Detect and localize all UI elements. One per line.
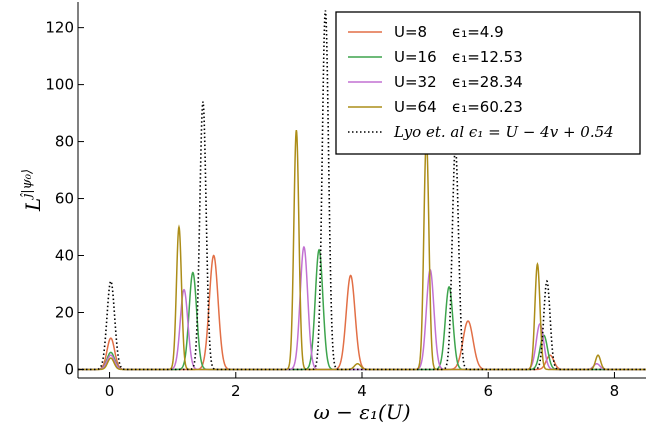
series-line-2	[78, 245, 646, 371]
x-axis-label: ω − ε₁(U)	[314, 400, 411, 424]
y-tick-label-40: 40	[55, 247, 74, 265]
x-tick-label-6: 6	[483, 382, 493, 400]
legend: U=8 ϵ₁=4.9 U=16 ϵ₁=12.53 U=32 ϵ₁=28.34 U=64 ϵ₁=…	[335, 11, 641, 155]
legend-label-3: U=64	[394, 98, 437, 116]
series-line-0	[78, 254, 646, 371]
x-tick-label-2: 2	[231, 382, 241, 400]
y-tick-label-0: 0	[64, 360, 74, 378]
legend-epsilon-0: ϵ₁=4.9	[452, 23, 504, 41]
plot-lines	[78, 10, 646, 371]
legend-label-0: U=8	[394, 23, 427, 41]
x-tick-label-4: 4	[357, 382, 367, 400]
legend-label-1: U=16	[394, 48, 437, 66]
y-tick-label-60: 60	[55, 190, 74, 208]
series-line-4	[78, 10, 646, 371]
series-line-3	[78, 130, 646, 371]
y-axis-label: Lĵ|ψ₀⟩	[20, 169, 45, 212]
legend-label-2: U=32	[394, 73, 437, 91]
y-axis-label-text: Lĵ|ψ₀⟩	[20, 169, 45, 212]
x-tick-label-8: 8	[610, 382, 620, 400]
legend-epsilon-1: ϵ₁=12.53	[452, 48, 523, 66]
legend-epsilon-3: ϵ₁=60.23	[452, 98, 523, 116]
legend-label-4: Lyo et. al ϵ₁ = U − 4v + 0.54	[393, 123, 614, 141]
y-tick-label-80: 80	[55, 133, 74, 151]
series-line-1	[78, 248, 646, 371]
y-tick-label-120: 120	[45, 19, 74, 37]
y-tick-label-20: 20	[55, 303, 74, 321]
legend-box	[335, 11, 641, 155]
legend-epsilon-2: ϵ₁=28.34	[452, 73, 523, 91]
x-tick-label-0: 0	[105, 382, 115, 400]
y-tick-label-100: 100	[45, 76, 74, 94]
